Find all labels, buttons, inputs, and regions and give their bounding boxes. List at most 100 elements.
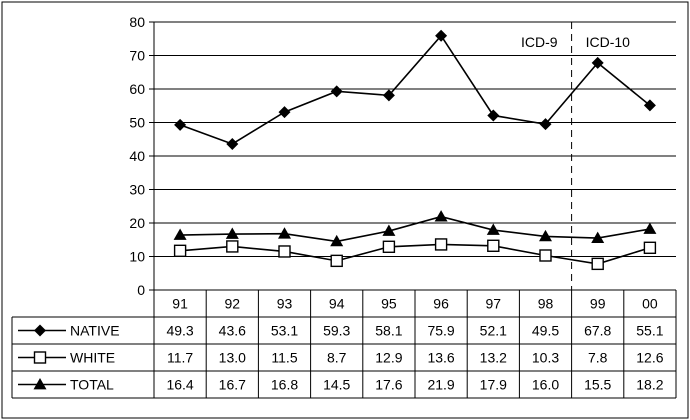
x-tick-label: 94 xyxy=(329,296,345,312)
y-tick-label: 0 xyxy=(137,282,145,298)
data-label-total: 15.5 xyxy=(584,377,611,393)
data-point-native xyxy=(174,118,187,131)
legend-label: WHITE xyxy=(70,350,115,366)
data-label-native: 75.9 xyxy=(427,323,454,339)
legend-marker xyxy=(33,351,47,364)
data-label-native: 49.5 xyxy=(532,323,559,339)
data-point-native xyxy=(278,106,291,119)
y-tick-label: 50 xyxy=(129,115,145,131)
series-lines xyxy=(173,29,657,271)
data-point-white xyxy=(487,239,500,252)
x-tick-label: 92 xyxy=(225,296,241,312)
series-line-white xyxy=(180,243,651,265)
data-label-total: 21.9 xyxy=(427,377,454,393)
data-point-native xyxy=(487,109,500,122)
data-label-total: 16.0 xyxy=(532,377,559,393)
y-tick-label: 60 xyxy=(129,81,145,97)
data-point-native xyxy=(591,56,604,69)
data-label-total: 16.4 xyxy=(166,377,193,393)
data-label-total: 17.6 xyxy=(375,377,402,393)
data-point-white xyxy=(382,240,396,253)
legend-marker xyxy=(33,378,47,390)
y-axis: 0 10 20 30 40 50 60 70 80 xyxy=(129,14,155,298)
data-label-white: 13.6 xyxy=(427,350,454,366)
legend-white: WHITE xyxy=(18,350,115,366)
data-point-total xyxy=(278,227,291,239)
annotation-icd10: ICD-10 xyxy=(586,34,631,50)
x-tick-label: 96 xyxy=(433,296,449,312)
legend-marker xyxy=(34,324,46,337)
y-tick-label: 70 xyxy=(129,48,145,64)
y-tick-label: 40 xyxy=(129,148,145,164)
data-label-total: 17.9 xyxy=(480,377,507,393)
series-native xyxy=(174,29,656,150)
data-label-native: 58.1 xyxy=(375,323,402,339)
data-label-white: 13.2 xyxy=(480,350,507,366)
y-tick-label: 20 xyxy=(129,215,145,231)
series-line-total xyxy=(180,215,651,243)
data-label-native: 53.1 xyxy=(271,323,298,339)
data-point-white xyxy=(226,240,239,253)
legend-total: TOTAL xyxy=(18,377,114,393)
data-point-white xyxy=(278,245,291,258)
data-point-total xyxy=(330,234,344,247)
data-point-white xyxy=(539,249,552,262)
data-label-native: 59.3 xyxy=(323,323,350,339)
data-label-native: 52.1 xyxy=(480,323,507,339)
data-label-total: 16.7 xyxy=(219,377,246,393)
data-point-white xyxy=(173,244,187,258)
icd-divider: ICD-9 ICD-10 xyxy=(521,22,630,290)
annotation-icd9: ICD-9 xyxy=(521,34,558,50)
data-point-native xyxy=(643,99,656,112)
data-point-total xyxy=(434,210,448,222)
y-tick-label: 80 xyxy=(129,14,145,30)
data-label-total: 16.8 xyxy=(271,377,298,393)
series-line-native xyxy=(179,34,651,145)
x-tick-label: 97 xyxy=(486,296,502,312)
legend-label: NATIVE xyxy=(70,323,120,339)
gridlines xyxy=(154,21,676,257)
x-tick-label: 93 xyxy=(277,296,293,312)
x-tick-label: 95 xyxy=(381,296,397,312)
x-tick-label: 91 xyxy=(172,296,188,312)
x-tick-label: 99 xyxy=(590,296,606,312)
series-white xyxy=(173,238,657,271)
data-point-total xyxy=(591,231,605,243)
data-label-white: 11.5 xyxy=(271,350,297,366)
data-point-total xyxy=(382,224,396,236)
data-point-white xyxy=(330,254,343,268)
data-point-native xyxy=(539,118,552,131)
data-point-native xyxy=(435,29,448,42)
data-point-native xyxy=(226,137,239,150)
data-point-total xyxy=(539,229,552,242)
legend-native: NATIVE xyxy=(18,323,120,339)
data-label-native: 49.3 xyxy=(166,323,193,339)
data-point-white xyxy=(643,241,657,254)
data-point-native xyxy=(382,89,395,102)
data-point-total xyxy=(173,228,187,240)
x-tick-label: 00 xyxy=(642,296,658,312)
data-label-white: 7.8 xyxy=(588,350,608,366)
data-label-white: 8.7 xyxy=(327,350,347,366)
data-point-total xyxy=(225,227,239,239)
data-label-white: 11.7 xyxy=(167,350,193,366)
data-label-native: 43.6 xyxy=(219,323,246,339)
data-point-total xyxy=(486,223,500,235)
y-tick-label: 30 xyxy=(129,182,145,198)
y-tick-label: 10 xyxy=(129,249,145,265)
data-label-white: 12.9 xyxy=(375,350,402,366)
data-point-white xyxy=(591,257,604,271)
data-table: 91 92 93 94 95 96 97 98 99 00 NATIVE 49.3 43.6 53.1 59… xyxy=(11,289,677,399)
data-label-total: 18.2 xyxy=(636,377,663,393)
data-label-white: 12.6 xyxy=(636,350,663,366)
data-point-native xyxy=(330,85,343,98)
data-point-total xyxy=(643,222,657,234)
x-tick-label: 98 xyxy=(538,296,554,312)
data-point-white xyxy=(434,238,448,251)
legend-label: TOTAL xyxy=(70,377,114,393)
data-label-native: 55.1 xyxy=(636,323,663,339)
data-label-white: 10.3 xyxy=(532,350,559,366)
data-label-white: 13.0 xyxy=(219,350,246,366)
